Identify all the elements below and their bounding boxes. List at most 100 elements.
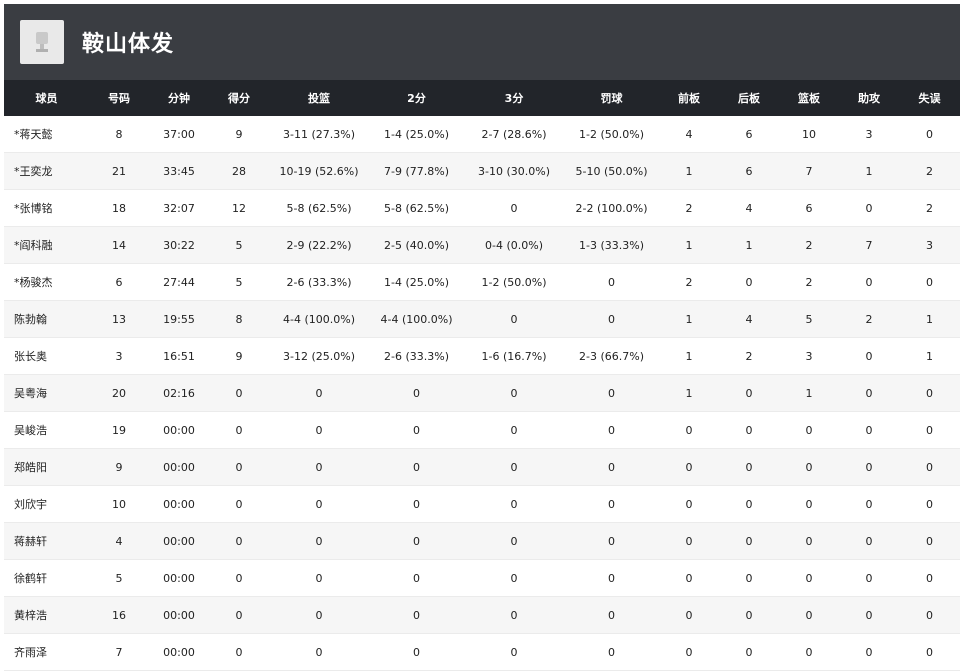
- offensive-rebounds-cell: 1: [659, 226, 719, 264]
- assists-cell: 7: [839, 226, 899, 264]
- column-header-tov[interactable]: 失误: [899, 80, 960, 116]
- jersey-number-cell: 3: [89, 337, 149, 375]
- turnovers-cell: 2: [899, 152, 960, 190]
- minutes-cell: 30:22: [149, 226, 209, 264]
- minutes-cell: 00:00: [149, 559, 209, 597]
- jersey-number-cell: 19: [89, 411, 149, 449]
- offensive-rebounds-cell: 1: [659, 300, 719, 338]
- three-pointers-cell: 1-2 (50.0%): [464, 263, 564, 301]
- assists-cell: 0: [839, 448, 899, 486]
- offensive-rebounds-cell: 0: [659, 411, 719, 449]
- player-name-cell[interactable]: 郑皓阳: [4, 448, 89, 486]
- player-name-cell[interactable]: 齐雨泽: [4, 633, 89, 671]
- defensive-rebounds-cell: 0: [719, 559, 779, 597]
- points-cell: 8: [209, 300, 269, 338]
- table-row[interactable]: 蒋赫轩 4 00:00 0 0 0 0 0 0 0 0 0 0: [4, 522, 960, 560]
- table-row[interactable]: *蒋天懿 8 37:00 9 3-11 (27.3%) 1-4 (25.0%) 2-7 (2…: [4, 116, 960, 153]
- player-name-cell[interactable]: *王奕龙: [4, 152, 89, 190]
- offensive-rebounds-cell: 1: [659, 374, 719, 412]
- column-header-number[interactable]: 号码: [89, 80, 149, 116]
- player-name-cell[interactable]: 张长奥: [4, 337, 89, 375]
- free-throws-cell: 0: [564, 411, 659, 449]
- points-cell: 0: [209, 448, 269, 486]
- points-cell: 5: [209, 226, 269, 264]
- rebounds-cell: 1: [779, 374, 839, 412]
- player-name-cell[interactable]: *蒋天懿: [4, 116, 89, 153]
- defensive-rebounds-cell: 0: [719, 263, 779, 301]
- offensive-rebounds-cell: 0: [659, 522, 719, 560]
- field-goals-cell: 0: [269, 411, 369, 449]
- column-header-player[interactable]: 球员: [4, 80, 89, 116]
- points-cell: 9: [209, 116, 269, 153]
- jersey-number-cell: 8: [89, 116, 149, 153]
- player-name-cell[interactable]: 陈勃翰: [4, 300, 89, 338]
- table-row[interactable]: 陈勃翰 13 19:55 8 4-4 (100.0%) 4-4 (100.0%) 0 0 1 4 5…: [4, 300, 960, 338]
- field-goals-cell: 5-8 (62.5%): [269, 189, 369, 227]
- player-name-cell[interactable]: *杨骏杰: [4, 263, 89, 301]
- table-row[interactable]: *张博铭 18 32:07 12 5-8 (62.5%) 5-8 (62.5%) 0 2-2 …: [4, 189, 960, 227]
- column-header-reb[interactable]: 篮板: [779, 80, 839, 116]
- free-throws-cell: 5-10 (50.0%): [564, 152, 659, 190]
- free-throws-cell: 1-2 (50.0%): [564, 116, 659, 153]
- minutes-cell: 00:00: [149, 633, 209, 671]
- field-goals-cell: 10-19 (52.6%): [269, 152, 369, 190]
- column-header-ast[interactable]: 助攻: [839, 80, 899, 116]
- table-row[interactable]: 郑皓阳 9 00:00 0 0 0 0 0 0 0 0 0 0: [4, 448, 960, 486]
- table-row[interactable]: 齐雨泽 7 00:00 0 0 0 0 0 0 0 0 0 0: [4, 633, 960, 671]
- field-goals-cell: 0: [269, 448, 369, 486]
- minutes-cell: 37:00: [149, 116, 209, 153]
- defensive-rebounds-cell: 0: [719, 485, 779, 523]
- rebounds-cell: 0: [779, 633, 839, 671]
- column-header-minutes[interactable]: 分钟: [149, 80, 209, 116]
- turnovers-cell: 0: [899, 485, 960, 523]
- minutes-cell: 00:00: [149, 485, 209, 523]
- column-header-fg[interactable]: 投篮: [269, 80, 369, 116]
- assists-cell: 1: [839, 152, 899, 190]
- three-pointers-cell: 0: [464, 411, 564, 449]
- defensive-rebounds-cell: 2: [719, 337, 779, 375]
- table-row[interactable]: *王奕龙 21 33:45 28 10-19 (52.6%) 7-9 (77.8%) 3-1…: [4, 152, 960, 190]
- player-name-cell[interactable]: 黄梓浩: [4, 596, 89, 634]
- column-header-ft[interactable]: 罚球: [564, 80, 659, 116]
- two-pointers-cell: 0: [369, 485, 464, 523]
- offensive-rebounds-cell: 0: [659, 485, 719, 523]
- table-row[interactable]: 徐鹤轩 5 00:00 0 0 0 0 0 0 0 0 0 0: [4, 559, 960, 597]
- table-row[interactable]: 吴峻浩 19 00:00 0 0 0 0 0 0 0 0 0 0: [4, 411, 960, 449]
- defensive-rebounds-cell: 1: [719, 226, 779, 264]
- table-row[interactable]: 黄梓浩 16 00:00 0 0 0 0 0 0 0 0 0 0: [4, 596, 960, 634]
- points-cell: 12: [209, 189, 269, 227]
- table-row[interactable]: *杨骏杰 6 27:44 5 2-6 (33.3%) 1-4 (25.0%) 1-2 (50…: [4, 263, 960, 301]
- player-name-cell[interactable]: 刘欣宇: [4, 485, 89, 523]
- jersey-number-cell: 21: [89, 152, 149, 190]
- player-name-cell[interactable]: 吴峻浩: [4, 411, 89, 449]
- defensive-rebounds-cell: 0: [719, 448, 779, 486]
- jersey-number-cell: 20: [89, 374, 149, 412]
- column-header-3pt[interactable]: 3分: [464, 80, 564, 116]
- column-header-oreb[interactable]: 前板: [659, 80, 719, 116]
- two-pointers-cell: 2-5 (40.0%): [369, 226, 464, 264]
- player-name-cell[interactable]: 徐鹤轩: [4, 559, 89, 597]
- player-name-cell[interactable]: *阎科融: [4, 226, 89, 264]
- table-row[interactable]: 刘欣宇 10 00:00 0 0 0 0 0 0 0 0 0 0: [4, 485, 960, 523]
- turnovers-cell: 1: [899, 300, 960, 338]
- player-name-cell[interactable]: 蒋赫轩: [4, 522, 89, 560]
- points-cell: 0: [209, 411, 269, 449]
- offensive-rebounds-cell: 2: [659, 263, 719, 301]
- table-row[interactable]: *阎科融 14 30:22 5 2-9 (22.2%) 2-5 (40.0%) 0-4 (0…: [4, 226, 960, 264]
- defensive-rebounds-cell: 0: [719, 522, 779, 560]
- column-header-2pt[interactable]: 2分: [369, 80, 464, 116]
- offensive-rebounds-cell: 0: [659, 596, 719, 634]
- column-header-dreb[interactable]: 后板: [719, 80, 779, 116]
- column-header-points[interactable]: 得分: [209, 80, 269, 116]
- two-pointers-cell: 0: [369, 633, 464, 671]
- player-name-cell[interactable]: *张博铭: [4, 189, 89, 227]
- player-name-cell[interactable]: 吴粤海: [4, 374, 89, 412]
- points-cell: 0: [209, 522, 269, 560]
- points-cell: 0: [209, 485, 269, 523]
- rebounds-cell: 2: [779, 226, 839, 264]
- points-cell: 0: [209, 559, 269, 597]
- table-row[interactable]: 张长奥 3 16:51 9 3-12 (25.0%) 2-6 (33.3%) 1-6 (16…: [4, 337, 960, 375]
- three-pointers-cell: 0: [464, 300, 564, 338]
- field-goals-cell: 2-6 (33.3%): [269, 263, 369, 301]
- table-row[interactable]: 吴粤海 20 02:16 0 0 0 0 0 1 0 1 0 0: [4, 374, 960, 412]
